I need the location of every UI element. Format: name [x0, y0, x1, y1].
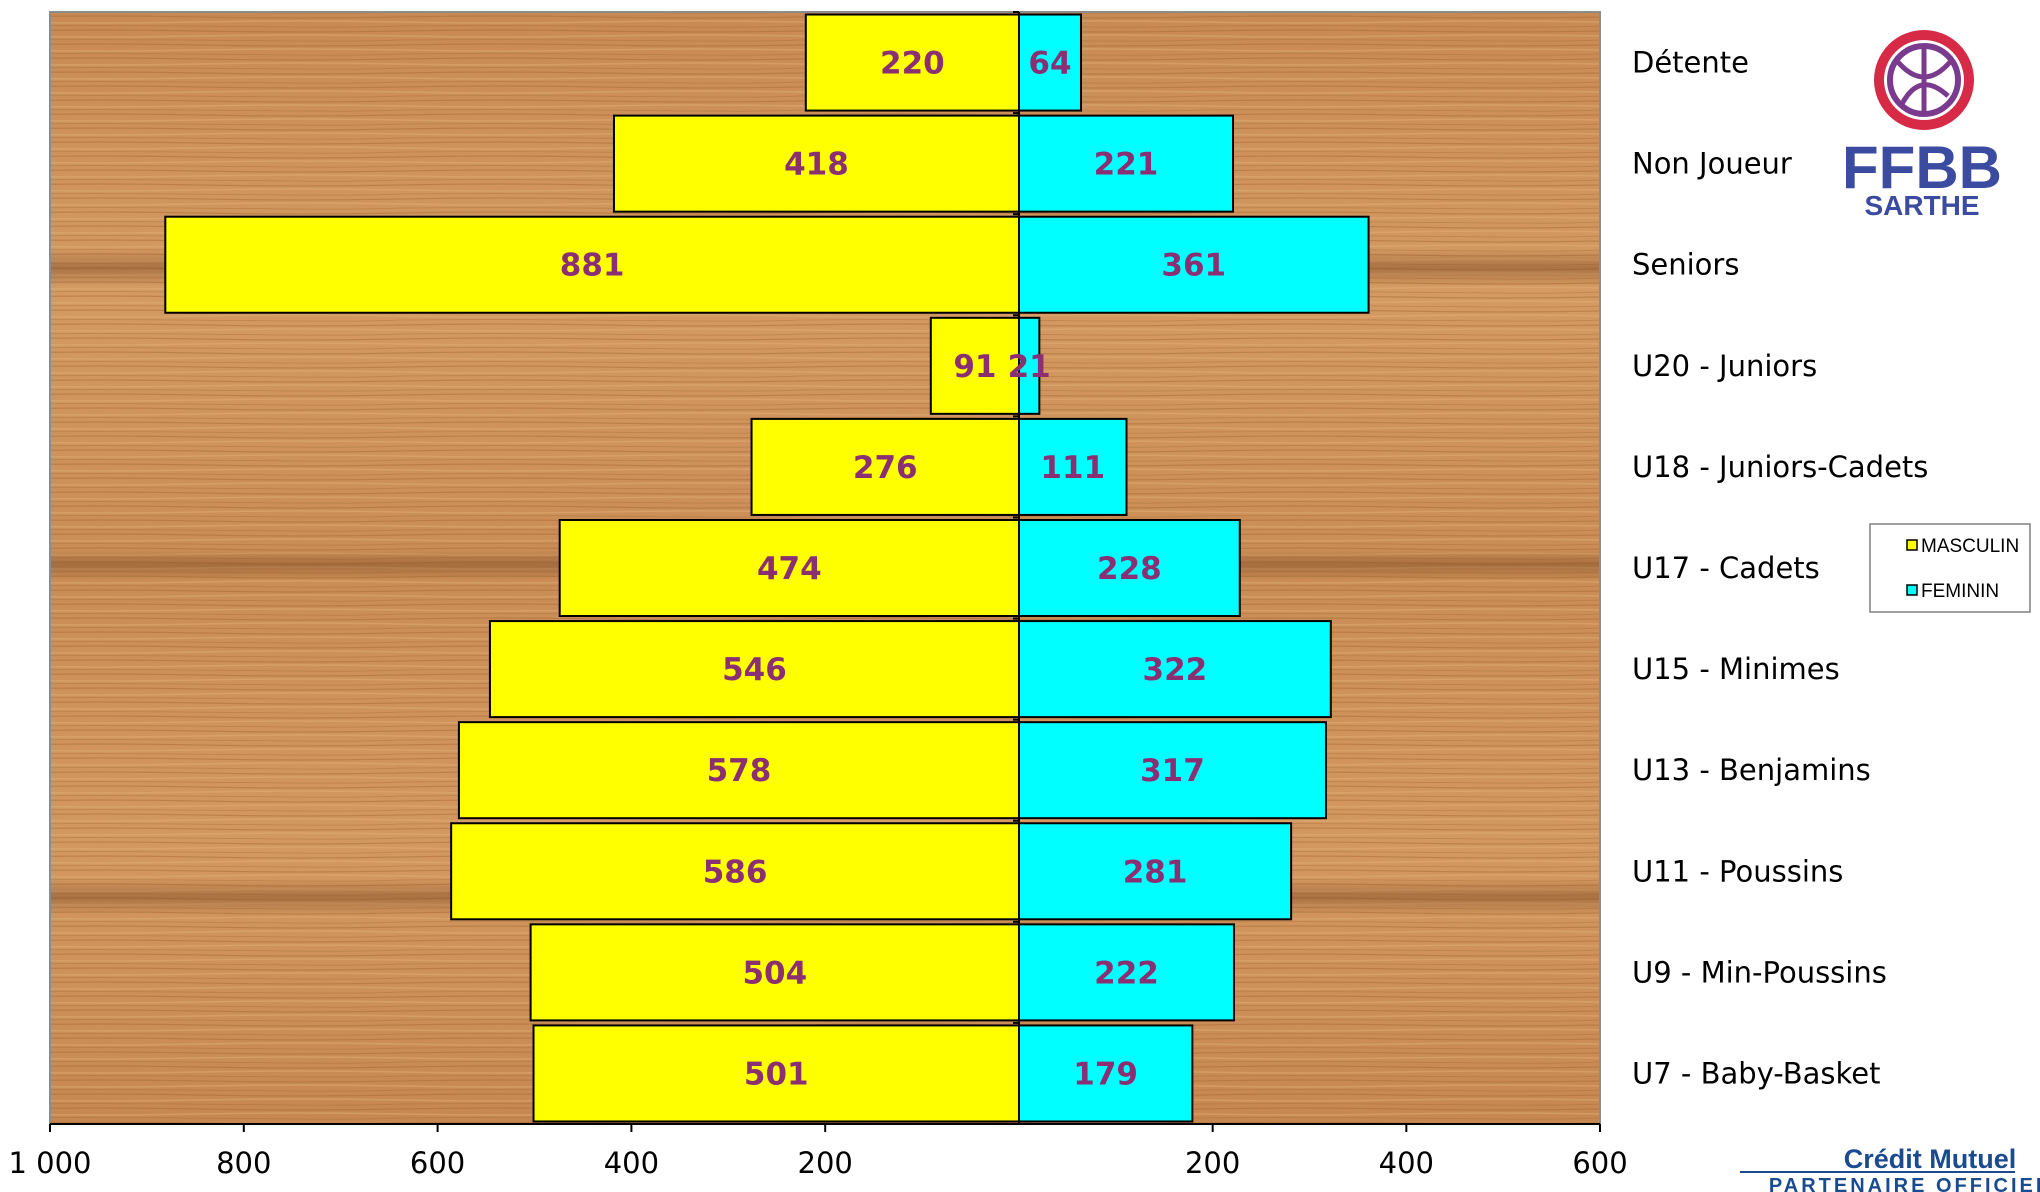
bar-feminin	[1018, 721, 1327, 820]
bar-masculin	[532, 1024, 1020, 1123]
data-label-masculin: 276	[853, 450, 918, 486]
data-label-feminin: 64	[1028, 46, 1071, 82]
data-label-feminin: 111	[1040, 450, 1105, 486]
data-label-feminin: 322	[1143, 652, 1208, 688]
bar-feminin	[1018, 13, 1082, 112]
x-axis: 1 000 800 600 400 200 200 400 600	[8, 1123, 1628, 1180]
category-label: Seniors	[1632, 248, 1739, 282]
data-label-feminin: 281	[1123, 854, 1188, 890]
legend-label-masculin: MASCULIN	[1921, 536, 2019, 557]
bar-feminin	[1018, 1024, 1194, 1123]
data-label-masculin: 501	[744, 1056, 809, 1092]
legend-swatch-feminin	[1906, 584, 1918, 596]
data-label-feminin: 21	[1008, 349, 1051, 385]
data-label-masculin: 881	[560, 248, 625, 284]
data-label-feminin: 179	[1073, 1056, 1138, 1092]
legend-label-feminin: FEMININ	[1921, 581, 1999, 602]
category-label: U17 - Cadets	[1632, 551, 1820, 585]
category-label: U15 - Minimes	[1632, 652, 1840, 686]
data-label-feminin: 361	[1161, 248, 1226, 284]
bar-masculin	[612, 114, 1020, 213]
category-label: U20 - Juniors	[1632, 349, 1817, 383]
category-label: U13 - Benjamins	[1632, 753, 1871, 787]
sponsor-tagline: PARTENAIRE OFFICIEL	[1769, 1175, 2040, 1192]
category-label: U18 - Juniors-Cadets	[1632, 450, 1928, 484]
bar-feminin	[1018, 518, 1241, 618]
data-label-masculin: 546	[722, 652, 787, 688]
sponsor-logo: Crédit Mutuel PARTENAIRE OFFICIEL	[1740, 1144, 2040, 1192]
bar-feminin	[1018, 417, 1128, 516]
x-tick-label: 600	[1572, 1146, 1627, 1180]
data-label-masculin: 586	[703, 854, 768, 890]
category-labels: Détente Non Joueur Seniors U20 - Juniors U18…	[1632, 46, 1928, 1091]
x-tick-label: 200	[1185, 1146, 1240, 1180]
bar-masculin	[750, 417, 1021, 516]
x-tick-label: 1 000	[8, 1146, 91, 1180]
logo-text: FFBB	[1842, 134, 2002, 201]
bar-masculin	[457, 721, 1020, 820]
data-label-masculin: 504	[742, 955, 807, 991]
sponsor-name: Crédit Mutuel	[1844, 1144, 2017, 1174]
legend-box	[1869, 523, 2031, 613]
data-label-masculin: 418	[784, 147, 849, 183]
x-tick-label: 400	[1379, 1146, 1434, 1180]
legend: MASCULIN FEMININ	[1869, 523, 2031, 613]
category-label: U9 - Min-Poussins	[1632, 955, 1887, 989]
data-label-feminin: 221	[1094, 147, 1159, 183]
bar-masculin	[529, 923, 1021, 1022]
bar-masculin	[450, 822, 1020, 921]
bars-layer	[164, 11, 1370, 1125]
ffbb-logo: FFBB SARTHE	[1842, 30, 2002, 221]
category-label: Non Joueur	[1632, 147, 1792, 181]
data-label-feminin: 317	[1140, 753, 1205, 789]
x-tick-label: 400	[604, 1146, 659, 1180]
category-label: U11 - Poussins	[1632, 854, 1843, 888]
bar-feminin	[1018, 215, 1370, 314]
bar-masculin	[164, 215, 1021, 314]
data-label-masculin: 578	[707, 753, 772, 789]
bar-labels-layer: 220 64 418 221 881 361 91 21 276 111 474 228 546 322 5…	[560, 46, 1226, 1093]
x-tick-label: 800	[216, 1146, 271, 1180]
bar-feminin	[1018, 114, 1235, 213]
data-label-feminin: 228	[1097, 551, 1162, 587]
x-tick-label: 600	[410, 1146, 465, 1180]
category-label: U7 - Baby-Basket	[1632, 1056, 1880, 1090]
bar-masculin	[558, 518, 1020, 618]
data-label-feminin: 222	[1094, 955, 1159, 991]
x-tick-label: 200	[798, 1146, 853, 1180]
bar-masculin	[488, 620, 1020, 719]
data-label-masculin: 91	[953, 349, 996, 385]
legend-swatch-masculin	[1906, 539, 1918, 551]
data-label-masculin: 220	[880, 46, 945, 82]
logo-subtext: SARTHE	[1864, 190, 1979, 221]
category-label: Détente	[1632, 46, 1749, 80]
data-label-masculin: 474	[757, 551, 822, 587]
bar-masculin	[804, 13, 1020, 112]
